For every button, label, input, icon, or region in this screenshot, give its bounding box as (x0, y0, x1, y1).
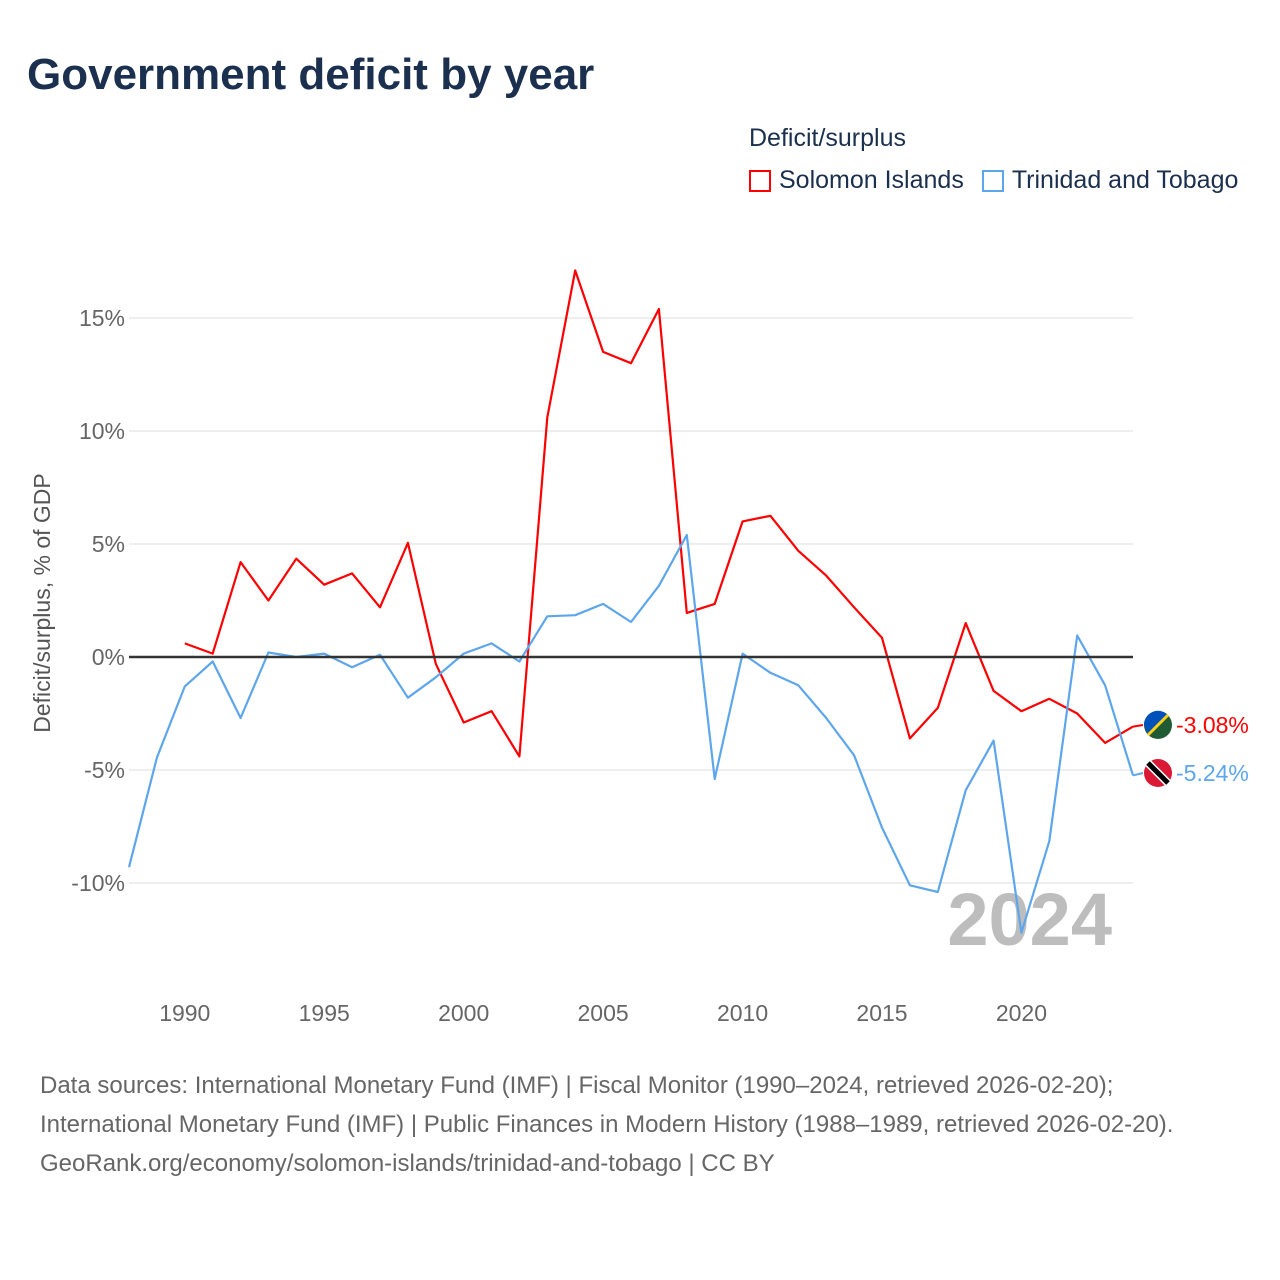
x-tick-label: 2000 (438, 1000, 489, 1026)
y-tick-label: -5% (84, 757, 125, 783)
flag-blue (1143, 710, 1168, 735)
series-line-solomon-islands (184, 269, 1134, 758)
y-axis-label: Deficit/surplus, % of GDP (29, 473, 55, 732)
legend-label: Solomon Islands (779, 166, 964, 194)
end-connector (1132, 724, 1144, 728)
chart-title: Government deficit by year (27, 50, 595, 99)
flag-stripe-black (1146, 761, 1170, 785)
data-sources-text: Data sources: International Monetary Fun… (40, 1072, 1174, 1138)
legend-item-solomon-islands[interactable]: Solomon Islands (749, 166, 964, 195)
x-tick-label: 2015 (856, 1000, 907, 1026)
end-value-label: -3.08% (1176, 712, 1249, 738)
end-value-label: -5.24% (1176, 760, 1249, 786)
legend-title: Deficit/surplus (749, 124, 906, 152)
y-tick-label: 10% (79, 418, 125, 444)
x-tick-label: 1995 (299, 1000, 350, 1026)
x-tick-label: 2005 (578, 1000, 629, 1026)
y-tick-label: 5% (92, 531, 125, 557)
attribution-link[interactable]: GeoRank.org/economy/solomon-islands/trin… (40, 1150, 775, 1177)
chart-plot: Deficit/surplus, % of GDP 2024 15% 10% 5% 0… (29, 269, 1249, 1026)
legend-swatch (749, 169, 771, 192)
x-tick-label: 1990 (159, 1000, 210, 1026)
sources: Data sources: International Monetary Fun… (40, 1066, 1240, 1183)
x-tick-label: 2010 (717, 1000, 768, 1026)
end-connector (1132, 772, 1144, 777)
legend-item-trinidad-and-tobago[interactable]: Trinidad and Tobago (981, 166, 1239, 195)
series-line-trinidad-and-tobago (127, 533, 1135, 934)
solomon-islands-flag-icon (1143, 710, 1172, 739)
trinidad-and-tobago-flag-icon (1144, 759, 1172, 787)
y-tick-label: -10% (71, 870, 125, 896)
y-tick-label: 0% (92, 644, 125, 670)
x-tick-label: 2020 (996, 1000, 1047, 1026)
year-watermark: 2024 (947, 878, 1112, 961)
legend-swatch (981, 169, 1004, 192)
legend: Solomon Islands Trinidad and Tobago (749, 166, 1238, 195)
legend-label: Trinidad and Tobago (1011, 166, 1239, 194)
flag-stripe (1146, 713, 1170, 737)
y-tick-label: 15% (79, 305, 125, 331)
